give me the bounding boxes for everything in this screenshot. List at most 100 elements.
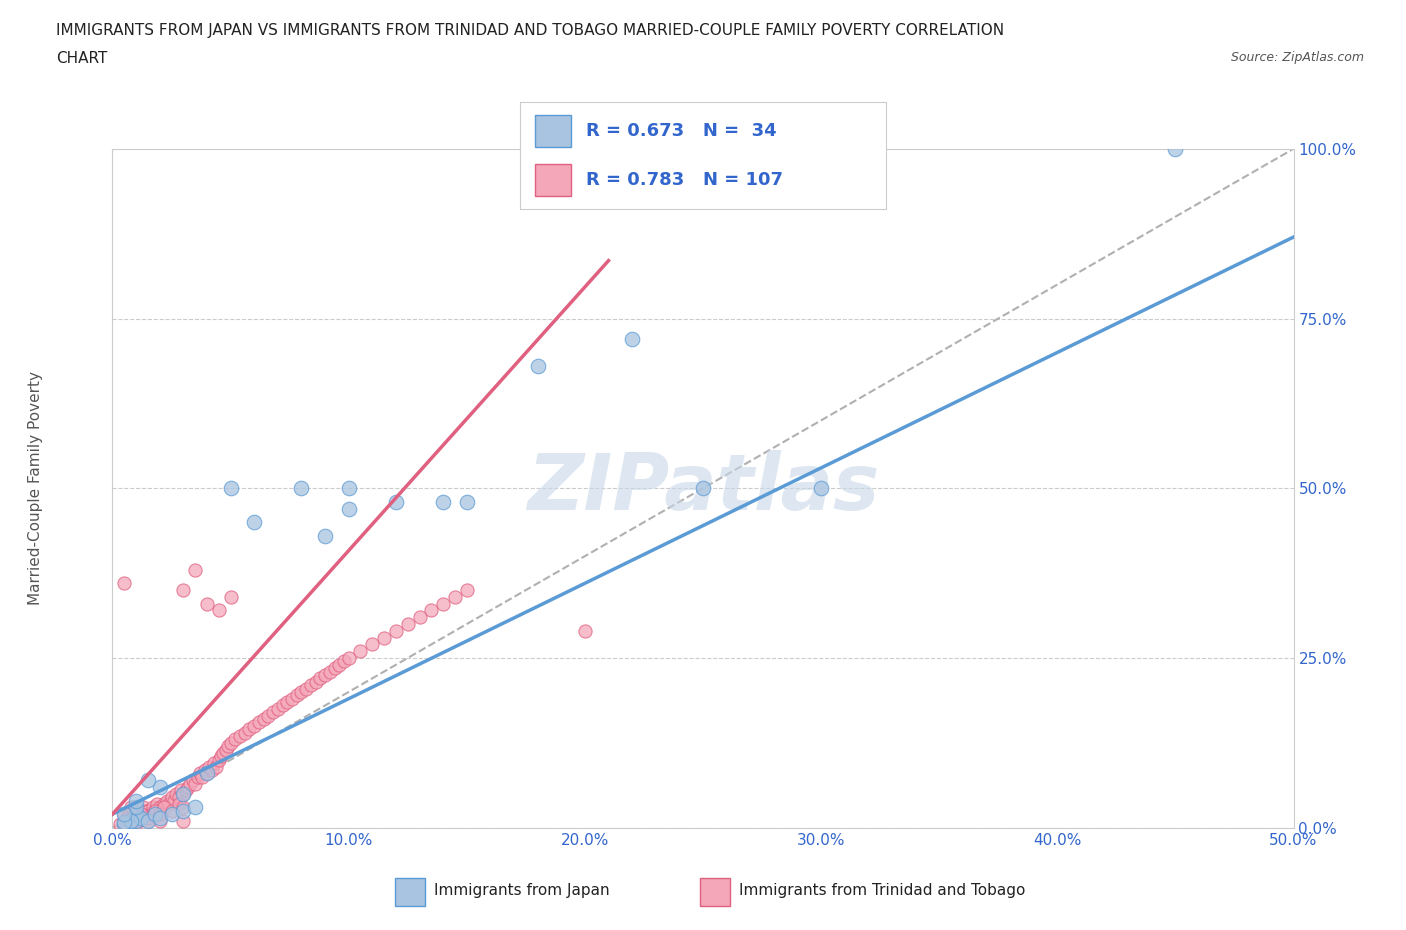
- Point: [186, 769, 208, 784]
- Point: [456, 582, 478, 598]
- Point: [349, 644, 371, 658]
- Point: [150, 804, 173, 818]
- Point: [247, 715, 270, 730]
- Point: [456, 495, 478, 510]
- Point: [136, 810, 159, 825]
- Point: [692, 481, 714, 496]
- Point: [319, 664, 342, 679]
- Point: [172, 582, 194, 598]
- Point: [135, 804, 157, 818]
- Point: [396, 617, 419, 631]
- Point: [219, 481, 242, 496]
- Point: [205, 759, 228, 774]
- Point: [179, 777, 201, 791]
- Point: [184, 777, 207, 791]
- Point: [132, 800, 155, 815]
- Point: [208, 752, 231, 767]
- Point: [202, 756, 225, 771]
- Text: R = 0.673   N =  34: R = 0.673 N = 34: [586, 122, 776, 140]
- Point: [125, 814, 148, 829]
- Point: [238, 722, 260, 737]
- Point: [299, 678, 322, 693]
- Point: [243, 718, 266, 733]
- Point: [112, 817, 135, 831]
- Point: [172, 787, 194, 802]
- Point: [621, 331, 644, 346]
- Point: [304, 674, 326, 689]
- Point: [172, 800, 194, 815]
- Point: [184, 563, 207, 578]
- Point: [215, 742, 238, 757]
- Point: [160, 804, 183, 818]
- Point: [122, 810, 145, 825]
- Point: [188, 766, 211, 781]
- Point: [167, 796, 190, 811]
- Point: [337, 481, 360, 496]
- Point: [323, 660, 346, 675]
- Point: [314, 668, 336, 683]
- Point: [1164, 141, 1187, 156]
- Point: [408, 610, 430, 625]
- Point: [195, 596, 218, 611]
- Point: [212, 746, 235, 761]
- Point: [184, 800, 207, 815]
- Point: [219, 590, 242, 604]
- Point: [160, 806, 183, 821]
- Point: [149, 810, 172, 825]
- Point: [112, 576, 135, 591]
- Point: [290, 481, 312, 496]
- Text: Married-Couple Family Poverty: Married-Couple Family Poverty: [28, 371, 42, 605]
- Point: [233, 725, 256, 740]
- Point: [156, 793, 179, 808]
- Point: [136, 773, 159, 788]
- Point: [361, 637, 384, 652]
- Point: [125, 806, 148, 821]
- Point: [170, 783, 193, 798]
- Point: [253, 711, 276, 726]
- Point: [163, 793, 186, 808]
- Point: [153, 796, 176, 811]
- Point: [385, 495, 408, 510]
- Point: [194, 763, 217, 777]
- Point: [125, 814, 148, 829]
- Point: [172, 787, 194, 802]
- Point: [243, 515, 266, 530]
- Point: [276, 695, 298, 710]
- Point: [432, 495, 454, 510]
- Point: [217, 738, 239, 753]
- Point: [195, 766, 218, 781]
- Point: [201, 763, 224, 777]
- Point: [172, 804, 194, 818]
- Point: [174, 783, 197, 798]
- Point: [112, 806, 135, 821]
- Point: [153, 800, 176, 815]
- Point: [149, 806, 172, 821]
- Text: Source: ZipAtlas.com: Source: ZipAtlas.com: [1230, 51, 1364, 64]
- Point: [165, 787, 187, 802]
- Bar: [700, 878, 730, 906]
- Point: [177, 779, 200, 794]
- Point: [136, 814, 159, 829]
- Point: [257, 709, 280, 724]
- Point: [120, 814, 142, 829]
- Point: [129, 810, 152, 825]
- Point: [112, 806, 135, 821]
- Point: [309, 671, 332, 685]
- Point: [195, 766, 218, 781]
- Point: [143, 806, 166, 821]
- Point: [432, 596, 454, 611]
- Point: [328, 658, 350, 672]
- Text: Immigrants from Trinidad and Tobago: Immigrants from Trinidad and Tobago: [740, 883, 1025, 898]
- Point: [125, 793, 148, 808]
- Point: [149, 800, 172, 815]
- Point: [290, 684, 312, 699]
- Point: [219, 736, 242, 751]
- Point: [120, 810, 142, 825]
- Point: [112, 815, 135, 830]
- Point: [115, 810, 138, 825]
- Point: [444, 590, 467, 604]
- Point: [281, 691, 304, 706]
- Point: [108, 817, 131, 831]
- Bar: [534, 165, 571, 196]
- Point: [295, 681, 318, 696]
